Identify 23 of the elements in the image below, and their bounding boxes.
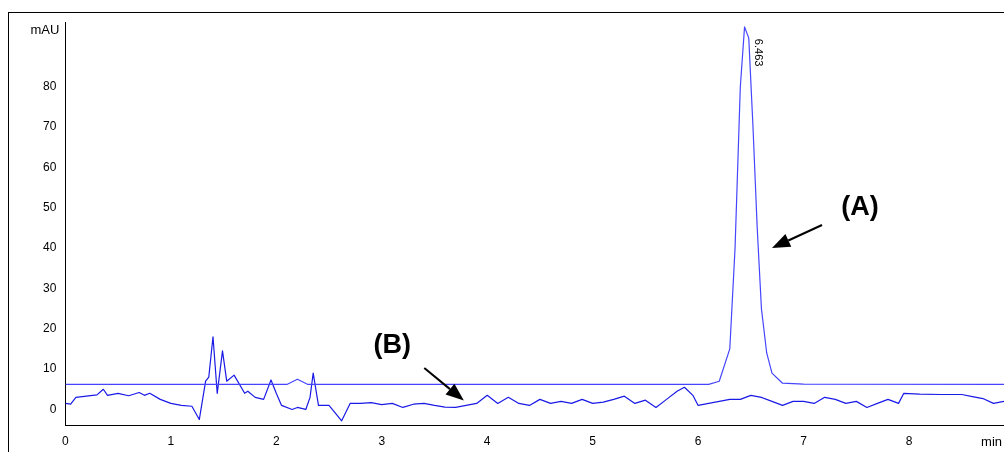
y-tick-label: 50 bbox=[42, 199, 57, 214]
x-tick-label: 8 bbox=[905, 434, 913, 449]
y-tick-label: 20 bbox=[42, 321, 57, 336]
x-tick-label: 1 bbox=[167, 434, 175, 449]
x-tick-label: 7 bbox=[800, 434, 808, 449]
annotation: (B) bbox=[373, 329, 412, 360]
x-tick-label: 6 bbox=[694, 434, 702, 449]
x-tick-label: 5 bbox=[589, 434, 597, 449]
y-tick-label: 80 bbox=[42, 78, 57, 93]
x-tick-label: 4 bbox=[483, 434, 491, 449]
x-tick-label: 3 bbox=[378, 434, 386, 449]
x-tick-label: 0 bbox=[62, 434, 69, 449]
y-tick-label: 30 bbox=[42, 280, 57, 295]
y-axis-title: mAU bbox=[30, 21, 60, 37]
y-tick-label: 0 bbox=[49, 401, 57, 416]
annotation: (A) bbox=[841, 191, 879, 222]
x-axis-title: min bbox=[981, 433, 1002, 449]
y-tick-label: 40 bbox=[42, 240, 57, 255]
x-tick-label: 2 bbox=[272, 434, 280, 449]
y-tick-label: 60 bbox=[42, 159, 57, 174]
y-tick-label: 70 bbox=[42, 119, 57, 134]
annotation: 6.463 bbox=[753, 38, 766, 67]
y-tick-label: 10 bbox=[42, 361, 57, 376]
